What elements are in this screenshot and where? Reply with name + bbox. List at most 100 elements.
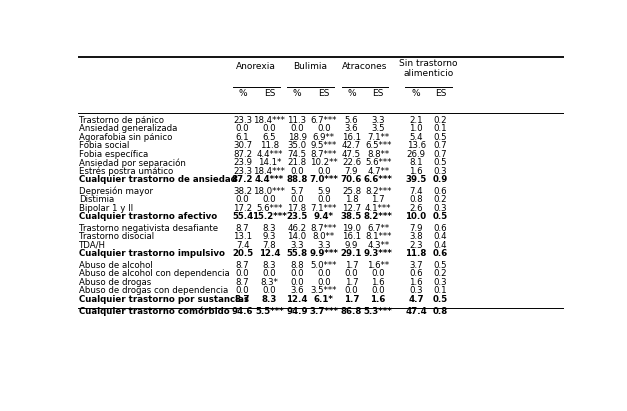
Text: 0.6: 0.6 [434, 224, 447, 233]
Text: 86.8: 86.8 [341, 307, 362, 316]
Text: Sin trastorno
alimenticio: Sin trastorno alimenticio [399, 59, 458, 78]
Text: 0.0: 0.0 [290, 195, 304, 204]
Text: 1.6: 1.6 [371, 278, 385, 287]
Text: 8.8**: 8.8** [367, 150, 389, 159]
Text: 11.8: 11.8 [260, 141, 279, 150]
Text: 6.7***: 6.7*** [310, 116, 337, 125]
Text: Ansiedad por separación: Ansiedad por separación [79, 158, 186, 168]
Text: 6.6***: 6.6*** [364, 175, 393, 184]
Text: 0.3: 0.3 [409, 286, 423, 296]
Text: 5.0***: 5.0*** [310, 261, 337, 270]
Text: 0.2: 0.2 [434, 116, 447, 125]
Text: 6.5: 6.5 [263, 133, 276, 142]
Text: 0.7: 0.7 [434, 141, 447, 150]
Text: ES: ES [264, 89, 275, 98]
Text: 2.3: 2.3 [409, 241, 423, 250]
Text: 5.3***: 5.3*** [364, 307, 393, 316]
Text: 9.3: 9.3 [263, 232, 276, 241]
Text: 0.3: 0.3 [434, 204, 447, 213]
Text: 47.5: 47.5 [342, 150, 361, 159]
Text: 42.7: 42.7 [342, 141, 361, 150]
Text: 0.5: 0.5 [433, 295, 448, 304]
Text: 3.3: 3.3 [317, 241, 330, 250]
Text: 4.7**: 4.7** [367, 167, 389, 175]
Text: 8.3: 8.3 [263, 224, 276, 233]
Text: 0.1: 0.1 [434, 286, 447, 296]
Text: 11.3: 11.3 [287, 116, 307, 125]
Text: 0.0: 0.0 [290, 167, 304, 175]
Text: 25.8: 25.8 [342, 187, 361, 196]
Text: 3.3: 3.3 [290, 241, 304, 250]
Text: 8.7***: 8.7*** [310, 150, 337, 159]
Text: 0.0: 0.0 [263, 124, 276, 133]
Text: 6.5***: 6.5*** [365, 141, 391, 150]
Text: 17.2: 17.2 [233, 204, 252, 213]
Text: 1.6: 1.6 [371, 295, 386, 304]
Text: 3.6: 3.6 [345, 124, 358, 133]
Text: 94.6: 94.6 [232, 307, 253, 316]
Text: 1.6: 1.6 [409, 278, 423, 287]
Text: 3.5: 3.5 [371, 124, 385, 133]
Text: 2.1: 2.1 [409, 116, 423, 125]
Text: 12.7: 12.7 [342, 204, 361, 213]
Text: 0.5: 0.5 [434, 133, 447, 142]
Text: 0.0: 0.0 [290, 278, 304, 287]
Text: Abuso de alcohol: Abuso de alcohol [79, 261, 152, 270]
Text: 8.2***: 8.2*** [365, 187, 391, 196]
Text: 0.1: 0.1 [434, 124, 447, 133]
Text: 0.0: 0.0 [236, 286, 250, 296]
Text: 7.8: 7.8 [263, 241, 276, 250]
Text: 9.9: 9.9 [345, 241, 358, 250]
Text: 0.0: 0.0 [317, 124, 330, 133]
Text: 8.3*: 8.3* [260, 278, 278, 287]
Text: 23.3: 23.3 [233, 167, 252, 175]
Text: 8.7: 8.7 [235, 295, 250, 304]
Text: Trastorno disocial: Trastorno disocial [79, 232, 154, 241]
Text: Distimia: Distimia [79, 195, 114, 204]
Text: 9.5***: 9.5*** [310, 141, 337, 150]
Text: 4.3**: 4.3** [367, 241, 389, 250]
Text: 88.8: 88.8 [287, 175, 308, 184]
Text: 0.7: 0.7 [434, 150, 447, 159]
Text: 0.6: 0.6 [433, 249, 448, 259]
Text: %: % [293, 89, 302, 98]
Text: 1.0: 1.0 [409, 124, 423, 133]
Text: %: % [412, 89, 421, 98]
Text: Bipolar 1 y II: Bipolar 1 y II [79, 204, 133, 213]
Text: 0.0: 0.0 [290, 124, 304, 133]
Text: Abuso de alcohol con dependencia: Abuso de alcohol con dependencia [79, 270, 229, 279]
Text: 0.0: 0.0 [371, 270, 385, 279]
Text: 0.5: 0.5 [434, 261, 447, 270]
Text: Fobia específica: Fobia específica [79, 150, 148, 159]
Text: 8.2***: 8.2*** [364, 212, 393, 221]
Text: 1.8: 1.8 [345, 195, 358, 204]
Text: 18.9: 18.9 [288, 133, 307, 142]
Text: 4.7: 4.7 [408, 295, 424, 304]
Text: 55.8: 55.8 [287, 249, 308, 259]
Text: 23.5: 23.5 [287, 212, 308, 221]
Text: 13.6: 13.6 [406, 141, 426, 150]
Text: 6.1: 6.1 [236, 133, 250, 142]
Text: 10.0: 10.0 [406, 212, 426, 221]
Text: Abuso de drogas: Abuso de drogas [79, 278, 151, 287]
Text: 23.3: 23.3 [233, 116, 252, 125]
Text: 0.0: 0.0 [263, 195, 276, 204]
Text: 0.0: 0.0 [345, 270, 358, 279]
Text: 3.7: 3.7 [409, 261, 423, 270]
Text: 6.1*: 6.1* [314, 295, 334, 304]
Text: TDA/H: TDA/H [79, 241, 106, 250]
Text: 18.4***: 18.4*** [253, 167, 285, 175]
Text: 1.6: 1.6 [409, 167, 423, 175]
Text: 3.5***: 3.5*** [310, 286, 337, 296]
Text: 7.9: 7.9 [409, 224, 423, 233]
Text: 74.5: 74.5 [287, 150, 307, 159]
Text: 17.8: 17.8 [287, 204, 307, 213]
Text: 18.4***: 18.4*** [253, 116, 285, 125]
Text: 7.1**: 7.1** [367, 133, 389, 142]
Text: 10.2**: 10.2** [310, 158, 337, 167]
Text: 87.2: 87.2 [233, 150, 252, 159]
Text: 0.0: 0.0 [345, 286, 358, 296]
Text: 16.1: 16.1 [342, 232, 361, 241]
Text: 0.4: 0.4 [434, 232, 447, 241]
Text: 19.0: 19.0 [342, 224, 361, 233]
